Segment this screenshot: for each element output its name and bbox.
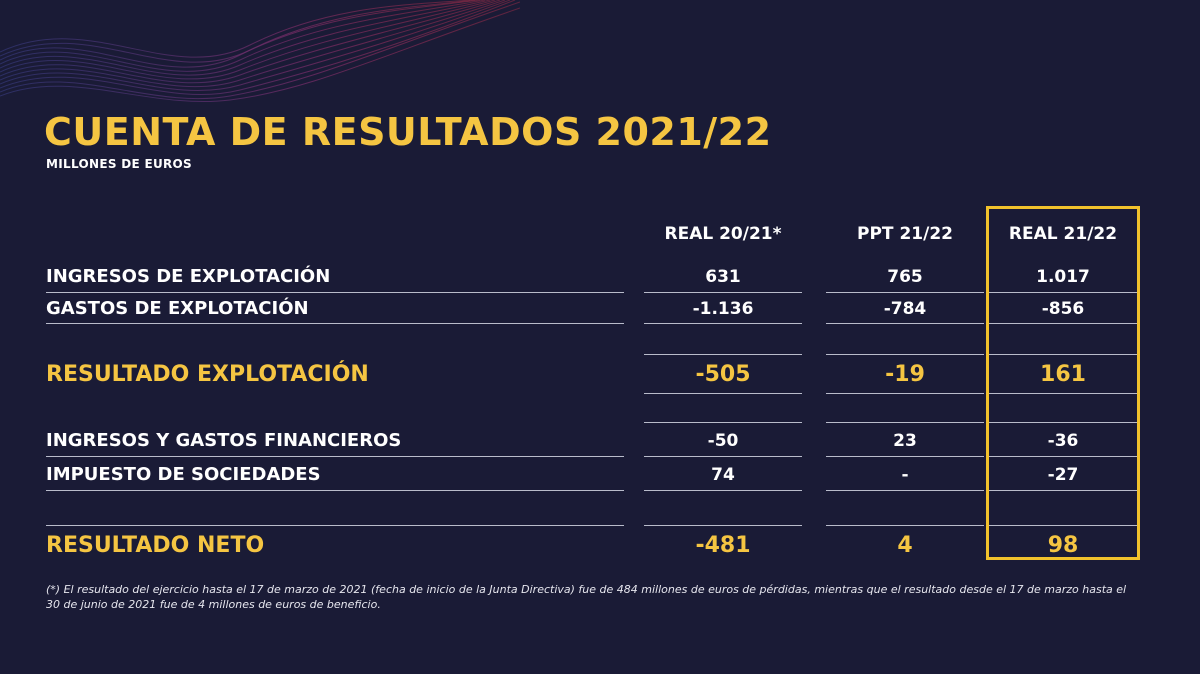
row-divider — [644, 490, 802, 491]
row-divider — [826, 393, 984, 394]
row-divider — [989, 292, 1137, 293]
row-divider — [644, 422, 802, 423]
row-divider — [46, 490, 624, 491]
row-divider — [826, 525, 984, 526]
row-divider — [826, 456, 984, 457]
column-header-real-21-22: REAL 21/22 — [1008, 224, 1118, 244]
cell-financieros-real-21-22: -36 — [1047, 431, 1079, 451]
cell-impuesto-ppt-21-22: - — [901, 465, 909, 485]
row-label-gastos-explotacion: GASTOS DE EXPLOTACIÓN — [46, 298, 309, 319]
row-label-ingresos-gastos-financieros: INGRESOS Y GASTOS FINANCIEROS — [46, 430, 402, 451]
row-divider — [826, 490, 984, 491]
cell-resultado-explotacion-real-21-22: 161 — [1040, 362, 1086, 387]
cell-gastos-real-21-22: -856 — [1041, 299, 1085, 319]
cell-gastos-ppt-21-22: -784 — [883, 299, 927, 319]
page-title: CUENTA DE RESULTADOS 2021/22 — [44, 110, 772, 154]
row-divider — [826, 422, 984, 423]
cell-ingresos-real-21-22: 1.017 — [1036, 267, 1090, 287]
cell-resultado-neto-real-21-22: 98 — [1047, 533, 1079, 558]
cell-resultado-explotacion-real-20-21: -505 — [695, 362, 751, 387]
row-divider — [644, 393, 802, 394]
row-divider — [644, 292, 802, 293]
row-divider — [989, 422, 1137, 423]
row-divider — [989, 490, 1137, 491]
row-divider — [46, 292, 624, 293]
row-divider — [644, 354, 802, 355]
row-divider — [989, 393, 1137, 394]
row-divider — [989, 456, 1137, 457]
cell-resultado-neto-real-20-21: -481 — [695, 533, 751, 558]
row-label-resultado-neto: RESULTADO NETO — [46, 533, 265, 558]
cell-resultado-neto-ppt-21-22: 4 — [897, 533, 913, 558]
row-divider — [826, 323, 984, 324]
row-divider — [644, 456, 802, 457]
highlight-box-real-21-22 — [986, 206, 1140, 560]
cell-impuesto-real-20-21: 74 — [711, 465, 735, 485]
cell-financieros-ppt-21-22: 23 — [893, 431, 917, 451]
column-header-ppt-21-22: PPT 21/22 — [857, 224, 953, 244]
column-header-real-20-21: REAL 20/21* — [664, 224, 782, 244]
row-divider — [46, 323, 624, 324]
row-label-impuesto-sociedades: IMPUESTO DE SOCIEDADES — [46, 464, 321, 485]
row-label-resultado-explotacion: RESULTADO EXPLOTACIÓN — [46, 362, 369, 387]
row-divider — [989, 525, 1137, 526]
cell-financieros-real-20-21: -50 — [707, 431, 739, 451]
row-divider — [826, 354, 984, 355]
row-divider — [46, 525, 624, 526]
cell-gastos-real-20-21: -1.136 — [692, 299, 754, 319]
row-divider — [826, 292, 984, 293]
row-divider — [989, 323, 1137, 324]
decorative-waves — [0, 0, 520, 103]
row-divider — [989, 354, 1137, 355]
cell-ingresos-ppt-21-22: 765 — [887, 267, 923, 287]
row-divider — [46, 456, 624, 457]
cell-ingresos-real-20-21: 631 — [705, 267, 741, 287]
cell-resultado-explotacion-ppt-21-22: -19 — [885, 362, 925, 387]
row-divider — [644, 323, 802, 324]
cell-impuesto-real-21-22: -27 — [1047, 465, 1079, 485]
row-label-ingresos-explotacion: INGRESOS DE EXPLOTACIÓN — [46, 266, 331, 287]
footnote: (*) El resultado del ejercicio hasta el … — [46, 583, 1127, 611]
page-subtitle: MILLONES DE EUROS — [46, 157, 192, 171]
row-divider — [644, 525, 802, 526]
